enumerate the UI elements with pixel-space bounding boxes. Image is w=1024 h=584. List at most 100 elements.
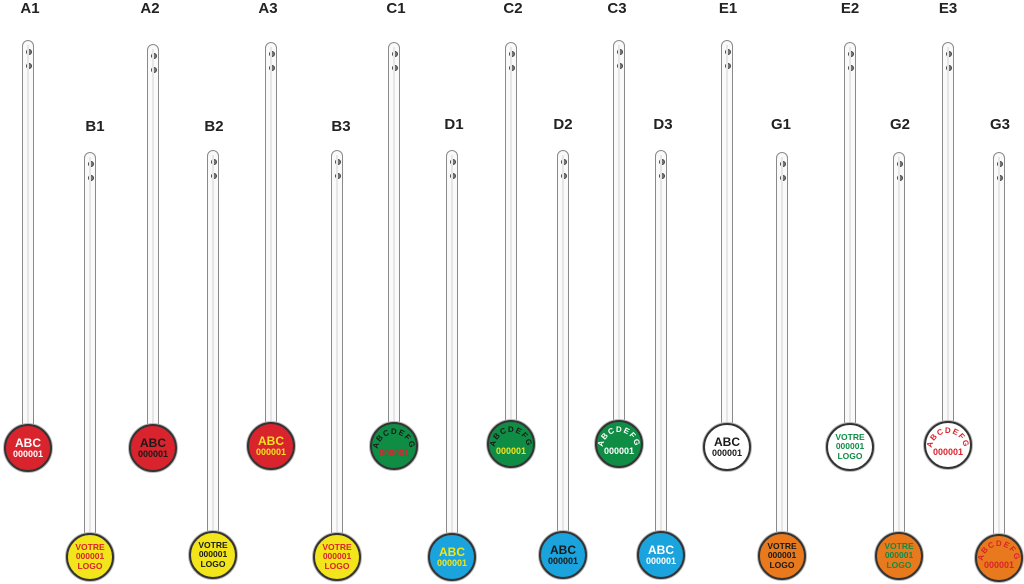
stick-hole bbox=[659, 173, 665, 179]
tag-serial-number: 000001 bbox=[378, 448, 410, 458]
tag-serial-number: 000001 bbox=[835, 441, 865, 452]
tag-stick-a2 bbox=[147, 44, 159, 438]
tag-stick-c2 bbox=[505, 42, 517, 434]
stick-hole bbox=[335, 173, 341, 179]
tag-serial-number: 000001 bbox=[603, 446, 635, 456]
stick-hole bbox=[509, 65, 515, 71]
tag-label-e2: E2 bbox=[840, 0, 860, 17]
tag-serial-number: 000001 bbox=[255, 447, 287, 457]
tag-serial-number: 000001 bbox=[711, 448, 743, 458]
tag-serial-number: 000001 bbox=[12, 449, 44, 459]
tag-disc-g3: ABCDEFG 000001 bbox=[975, 534, 1023, 582]
tag-disc-d1: ABC 000001 bbox=[428, 533, 476, 581]
stick-hole bbox=[780, 161, 786, 167]
tag-logo-text: LOGO bbox=[886, 559, 912, 570]
tag-votre-text: VOTRE bbox=[198, 539, 228, 550]
tag-arc-letters: ABCDEFG bbox=[596, 425, 641, 448]
tag-disc-e2: VOTRE 000001 LOGO bbox=[826, 423, 874, 471]
tag-arc-letters: ABCDEFG bbox=[976, 539, 1021, 562]
stick-hole bbox=[509, 51, 515, 57]
stick-hole bbox=[151, 53, 157, 59]
stick-hole bbox=[848, 65, 854, 71]
svg-text:ABCDEFG: ABCDEFG bbox=[976, 539, 1022, 562]
tag-disc-b1: VOTRE 000001 LOGO bbox=[66, 533, 114, 581]
tag-abc-text: ABC bbox=[140, 436, 166, 450]
stick-hole bbox=[897, 161, 903, 167]
tag-votre-text: VOTRE bbox=[767, 540, 797, 551]
tag-disc-e3: ABCDEFG 000001 bbox=[924, 421, 972, 469]
tag-disc-d2: ABC 000001 bbox=[539, 531, 587, 579]
tag-abc-text: ABC bbox=[15, 436, 41, 450]
tag-stick-c3 bbox=[613, 40, 625, 434]
tag-label-c2: C2 bbox=[503, 0, 523, 17]
svg-text:ABCDEFG: ABCDEFG bbox=[596, 425, 642, 448]
tag-stick-e3 bbox=[942, 42, 954, 435]
tag-votre-text: VOTRE bbox=[835, 431, 865, 442]
tag-abc-text: ABC bbox=[714, 435, 740, 449]
stick-hole bbox=[659, 159, 665, 165]
stick-hole bbox=[26, 63, 32, 69]
tag-label-g1: G1 bbox=[770, 116, 791, 133]
tag-serial-number: 000001 bbox=[198, 549, 228, 560]
tag-serial-number: 000001 bbox=[322, 551, 352, 562]
stick-hole bbox=[450, 159, 456, 165]
stick-hole bbox=[725, 49, 731, 55]
stick-hole bbox=[725, 63, 731, 69]
arc-text-e3: ABCDEFG bbox=[925, 426, 970, 449]
tag-disc-d3: ABC 000001 bbox=[637, 531, 685, 579]
stick-hole bbox=[848, 51, 854, 57]
tag-stick-g2 bbox=[893, 152, 905, 546]
tag-serial-number: 000001 bbox=[645, 556, 677, 566]
tag-stick-a1 bbox=[22, 40, 34, 438]
tag-logo-text: LOGO bbox=[200, 558, 226, 569]
tag-disc-a3: ABC 000001 bbox=[247, 422, 295, 470]
stick-hole bbox=[269, 65, 275, 71]
tag-serial-number: 000001 bbox=[137, 449, 169, 459]
tag-stick-d2 bbox=[557, 150, 569, 545]
tag-abc-text: ABC bbox=[258, 434, 284, 448]
tag-stick-g1 bbox=[776, 152, 788, 546]
stick-hole bbox=[997, 175, 1003, 181]
stick-hole bbox=[392, 51, 398, 57]
tag-serial-number: 000001 bbox=[932, 447, 964, 457]
tag-stick-e2 bbox=[844, 42, 856, 437]
stick-hole bbox=[946, 51, 952, 57]
tag-stick-b2 bbox=[207, 150, 219, 545]
tag-abc-text: ABC bbox=[550, 543, 576, 557]
tag-arc-letters: ABCDEFG bbox=[925, 426, 970, 449]
stick-hole bbox=[88, 175, 94, 181]
tag-label-a3: A3 bbox=[258, 0, 278, 17]
tag-label-c3: C3 bbox=[607, 0, 627, 17]
arc-text-c2: ABCDEFG bbox=[488, 425, 534, 448]
svg-text:ABCDEFG: ABCDEFG bbox=[488, 425, 534, 448]
tag-disc-b2: VOTRE 000001 LOGO bbox=[189, 531, 237, 579]
stick-hole bbox=[88, 161, 94, 167]
stick-hole bbox=[335, 159, 341, 165]
tag-stick-g3 bbox=[993, 152, 1005, 548]
tag-label-a1: A1 bbox=[20, 0, 40, 17]
stick-hole bbox=[997, 161, 1003, 167]
tag-label-e1: E1 bbox=[718, 0, 738, 17]
tag-logo-text: LOGO bbox=[837, 450, 863, 461]
tag-logo-text: LOGO bbox=[324, 560, 350, 571]
tag-serial-number: 000001 bbox=[983, 560, 1015, 570]
tag-disc-c3: ABCDEFG 000001 bbox=[595, 420, 643, 468]
tag-disc-a1: ABC 000001 bbox=[4, 424, 52, 472]
stick-hole bbox=[26, 49, 32, 55]
tag-label-d3: D3 bbox=[653, 116, 673, 133]
tag-stick-b1 bbox=[84, 152, 96, 547]
arc-text-c3: ABCDEFG bbox=[596, 425, 642, 448]
stick-hole bbox=[561, 159, 567, 165]
stick-hole bbox=[780, 175, 786, 181]
tag-arc-letters: ABCDEFG bbox=[371, 427, 416, 450]
tag-stick-a3 bbox=[265, 42, 277, 436]
stick-hole bbox=[151, 67, 157, 73]
stick-hole bbox=[617, 63, 623, 69]
svg-text:ABCDEFG: ABCDEFG bbox=[371, 427, 417, 450]
tag-label-b2: B2 bbox=[204, 118, 224, 135]
tag-label-d2: D2 bbox=[553, 116, 573, 133]
tag-disc-c2: ABCDEFG 000001 bbox=[487, 420, 535, 468]
tag-label-b1: B1 bbox=[85, 118, 105, 135]
tag-serial-number: 000001 bbox=[767, 550, 797, 561]
